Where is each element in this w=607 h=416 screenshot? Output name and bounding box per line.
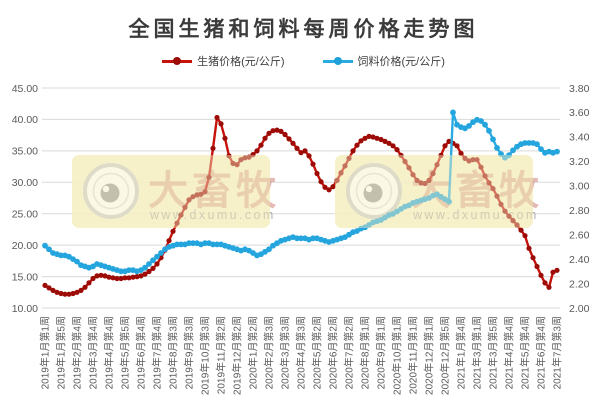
svg-text:2020年3月第3周: 2020年3月第3周 [279,316,292,389]
svg-text:15.00: 15.00 [12,271,38,283]
svg-text:2021年7月第3周: 2021年7月第3周 [551,316,564,389]
svg-text:2019年4月第4周: 2019年4月第4周 [103,316,116,389]
svg-text:30.00: 30.00 [12,177,38,189]
svg-text:2.00: 2.00 [569,303,590,315]
svg-text:2020年2月第3周: 2020年2月第3周 [263,316,276,389]
svg-text:2019年5月第5周: 2019年5月第5周 [119,316,132,389]
right-axis-labels: 3.80 3.60 3.40 3.20 3.00 2.80 2.60 2.40 2.20 2.00 [569,83,590,315]
svg-text:20.00: 20.00 [12,240,38,252]
svg-text:2021年3月第5周: 2021年3月第5周 [487,316,500,389]
svg-text:3.60: 3.60 [569,107,590,119]
svg-text:2.80: 2.80 [569,205,590,217]
watermark-eye-logo-icon [83,163,139,219]
x-axis-labels: 2019年1月第1周 2019年1月第5周 2019年2月第4周 2019年3月第4周… [39,316,564,395]
chart-legend: 生猪价格(元/公斤) 饲料价格(元/公斤) [0,53,607,69]
svg-text:2020年6月第2周: 2020年6月第2周 [327,316,340,389]
svg-text:2020年7月第2周: 2020年7月第2周 [343,316,356,389]
svg-text:2019年1月第1周: 2019年1月第1周 [39,316,52,389]
feed-price-series [42,109,560,275]
svg-text:2019年10月第3周: 2019年10月第3周 [199,316,212,395]
svg-text:3.80: 3.80 [569,83,590,95]
legend-item-pig-price: 生猪价格(元/公斤) [162,53,285,69]
svg-text:2020年4月第3周: 2020年4月第3周 [295,316,308,389]
svg-text:35.00: 35.00 [12,146,38,158]
watermark-eye-logo-icon [346,163,402,219]
svg-text:2.40: 2.40 [569,254,590,266]
svg-text:2019年9月第3周: 2019年9月第3周 [183,316,196,389]
pig-line-marker-icon [162,57,193,65]
legend-label-feed: 饲料价格(元/公斤) [357,56,445,68]
svg-text:2020年5月第2周: 2020年5月第2周 [311,316,324,389]
svg-text:3.40: 3.40 [569,132,590,144]
svg-text:40.00: 40.00 [12,114,38,126]
legend-label-pig: 生猪价格(元/公斤) [197,56,285,68]
svg-text:2020年12月第1周: 2020年12月第1周 [423,316,436,395]
svg-text:3.00: 3.00 [569,181,590,193]
pig-price-series [42,114,560,297]
chart-title: 全国生猪和饲料每周价格走势图 [128,18,479,41]
svg-text:2020年8月第1周: 2020年8月第1周 [359,316,372,389]
svg-text:2.20: 2.20 [569,278,590,290]
svg-text:2021年3月第1周: 2021年3月第1周 [471,316,484,389]
svg-text:2021年5月第4周: 2021年5月第4周 [519,316,532,389]
svg-text:2019年2月第4周: 2019年2月第4周 [71,316,84,389]
svg-text:2020年11月第1周: 2020年11月第1周 [407,316,420,394]
svg-text:2020年9月第1周: 2020年9月第1周 [375,316,388,389]
legend-item-feed-price: 饲料价格(元/公斤) [322,53,445,69]
svg-text:2021年6月第4周: 2021年6月第4周 [535,316,548,389]
watermark-brand: 大畜牧 [148,169,280,213]
svg-text:2020年12月第5周: 2020年12月第5周 [439,316,452,395]
feed-line-marker-icon [322,57,353,65]
svg-text:3.20: 3.20 [569,156,590,168]
svg-text:2019年6月第4周: 2019年6月第4周 [135,316,148,389]
svg-text:2019年7月第4周: 2019年7月第4周 [151,316,164,389]
svg-text:2019年12月第2周: 2019年12月第2周 [231,316,244,395]
svg-text:45.00: 45.00 [12,83,38,95]
svg-text:2.60: 2.60 [569,229,590,241]
svg-text:2019年11月第2周: 2019年11月第2周 [215,316,228,394]
watermark-overlay [72,155,533,228]
svg-text:2019年1月第5周: 2019年1月第5周 [55,316,68,389]
svg-text:2021年4月第4周: 2021年4月第4周 [503,316,516,389]
svg-text:2020年10月第1周: 2020年10月第1周 [391,316,404,395]
svg-text:2020年1月第2周: 2020年1月第2周 [247,316,260,389]
svg-text:10.00: 10.00 [12,303,38,315]
svg-text:2019年8月第3周: 2019年8月第3周 [167,316,180,389]
svg-text:25.00: 25.00 [12,209,38,221]
svg-text:2021年1月第4周: 2021年1月第4周 [455,316,468,389]
svg-text:2019年3月第4周: 2019年3月第4周 [87,316,100,389]
left-axis-labels: 45.00 40.00 35.00 30.00 25.00 20.00 15.00 10.00 [12,83,38,315]
